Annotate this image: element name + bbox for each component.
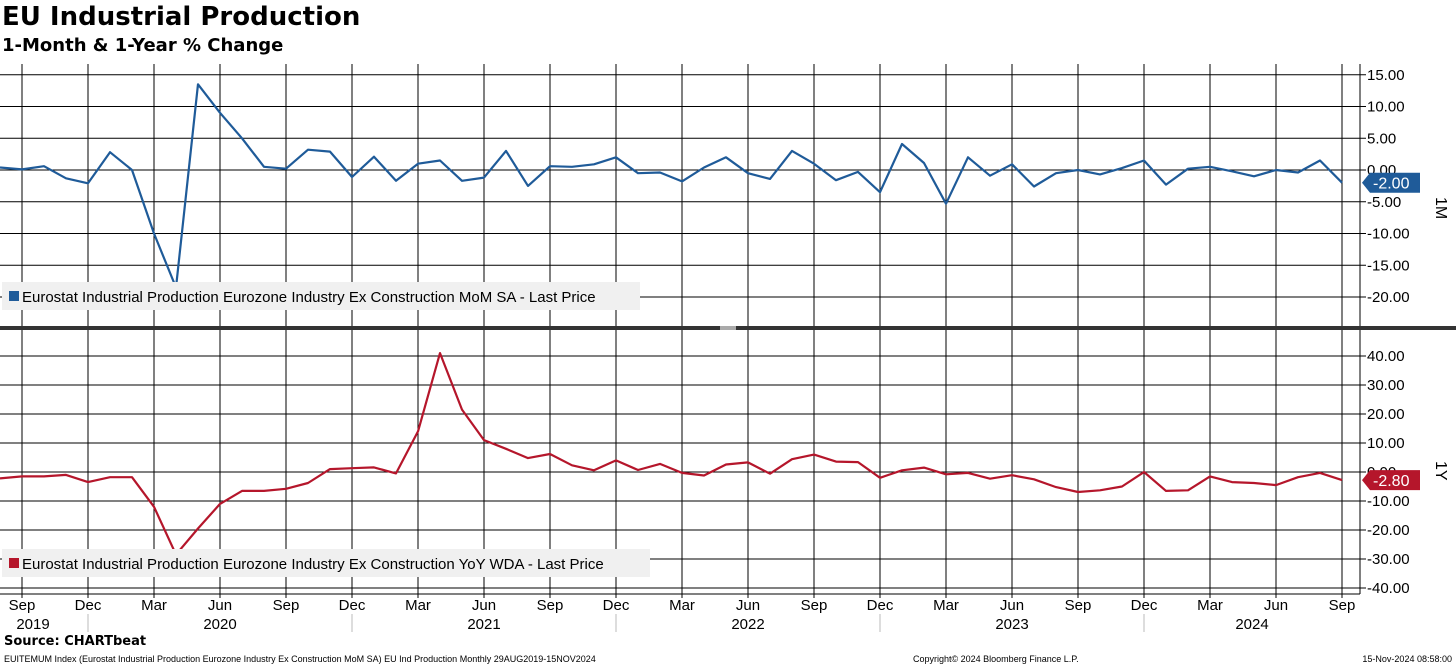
yoy-series-line [0,352,1343,556]
x-tick-label: Mar [933,597,959,614]
x-tick-label: Dec [603,597,630,614]
mom-last-value-label: -2.00 [1373,176,1410,193]
x-tick-label: Jun [736,597,760,614]
chart-subtitle: 1-Month & 1-Year % Change [2,35,284,56]
year-label: 2023 [995,616,1028,632]
x-tick-label: Mar [141,597,167,614]
last-value-tags: -2.00 1M -2.80 1Y [1362,172,1449,491]
yoy-last-value-label: -2.80 [1373,473,1410,490]
year-label: 2020 [203,616,236,632]
year-label: 2022 [731,616,764,632]
source-note: Source: CHARTbeat [4,634,147,649]
x-tick-label: Sep [1065,597,1092,614]
mom-axis-tag: 1M [1432,197,1449,219]
y-tick-label: -20.00 [1367,289,1410,306]
year-label: 2019 [16,616,49,632]
footer-description: EUITEMUM Index (Eurostat Industrial Prod… [4,654,596,664]
y-tick-label: 15.00 [1367,67,1405,84]
y-tick-label: 10.00 [1367,435,1405,452]
y-tick-label: -40.00 [1367,580,1410,597]
x-tick-label: Dec [75,597,102,614]
y-tick-label: 10.00 [1367,99,1405,116]
x-tick-label: Sep [9,597,36,614]
y-tick-label: -30.00 [1367,551,1410,568]
yoy-axis-tag: 1Y [1432,461,1449,481]
x-tick-label: Jun [472,597,496,614]
footer-timestamp: 15-Nov-2024 08:58:00 [1362,654,1452,664]
y-tick-label: -15.00 [1367,257,1410,274]
mom-legend-swatch [9,291,19,301]
legends: Eurostat Industrial Production Eurozone … [2,282,650,577]
yoy-legend-swatch [9,558,19,568]
mom-last-value-tag [1362,172,1420,193]
yoy-legend-label: Eurostat Industrial Production Eurozone … [22,556,604,573]
y-tick-label: -5.00 [1367,194,1401,211]
x-tick-label: Dec [1131,597,1158,614]
x-tick-label: Sep [1329,597,1356,614]
footer-copyright: Copyright© 2024 Bloomberg Finance L.P. [913,654,1079,664]
x-tick-label: Sep [537,597,564,614]
yoy-last-value-tag [1362,470,1420,491]
x-tick-label: Jun [208,597,232,614]
mom-series-line [0,83,1343,289]
yoy-legend-box [2,549,650,577]
mom-legend-label: Eurostat Industrial Production Eurozone … [22,289,596,306]
chart-area: Eurostat Industrial Production Eurozone … [0,64,1456,632]
x-tick-label: Jun [1000,597,1024,614]
year-label: 2024 [1235,616,1268,632]
x-tick-label: Dec [339,597,366,614]
x-tick-label: Sep [801,597,828,614]
x-tick-label: Dec [867,597,894,614]
series-lines [0,83,1343,556]
mom-legend-box [2,282,640,310]
y-tick-label: 40.00 [1367,348,1405,365]
y-tick-label: 30.00 [1367,377,1405,394]
y-tick-label: 20.00 [1367,406,1405,423]
year-label: 2021 [467,616,500,632]
chart-title: EU Industrial Production [2,2,361,32]
y-axis: 15.0010.005.000.00-5.00-10.00-15.00-20.0… [1359,64,1410,597]
panel-resize-handle[interactable] [720,326,736,330]
y-tick-label: 5.00 [1367,130,1396,147]
x-tick-label: Mar [1197,597,1223,614]
y-tick-label: -10.00 [1367,226,1410,243]
x-tick-label: Jun [1264,597,1288,614]
y-tick-label: -10.00 [1367,493,1410,510]
x-tick-label: Mar [669,597,695,614]
x-tick-label: Mar [405,597,431,614]
x-axis: Sep Dec Mar Jun Sep Dec Mar Jun Sep Dec Mar Jun Sep D… [0,593,1360,632]
y-tick-label: -20.00 [1367,522,1410,539]
panel-divider [0,326,1456,330]
x-tick-label: Sep [273,597,300,614]
